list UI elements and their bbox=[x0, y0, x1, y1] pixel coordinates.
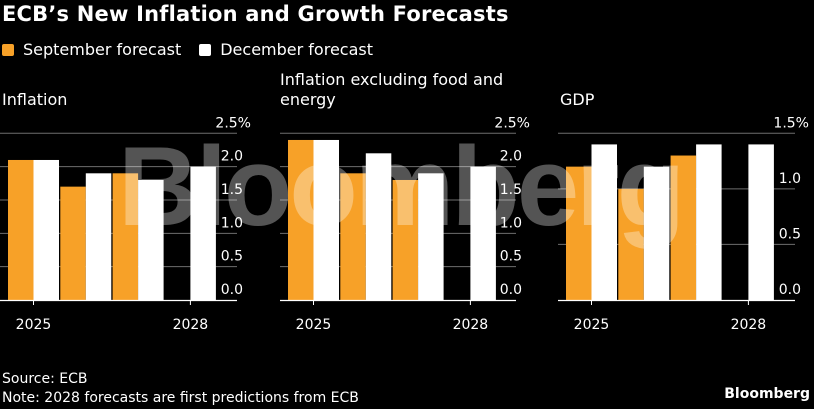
y-tick-label: 0.0 bbox=[500, 282, 522, 298]
x-tick-label: 2028 bbox=[173, 317, 209, 333]
y-tick-label: 2.0 bbox=[500, 149, 522, 165]
y-tick-label: 1.0 bbox=[221, 215, 243, 231]
legend-swatch-september bbox=[2, 43, 14, 56]
y-tick-label: 1.0 bbox=[779, 171, 801, 187]
bar-september-2027 bbox=[112, 173, 139, 300]
panel-title-gdp: GDP bbox=[560, 90, 595, 109]
bar-december-2025 bbox=[591, 144, 617, 300]
bar-december-2027 bbox=[138, 179, 164, 300]
x-tick-label: 2025 bbox=[16, 317, 52, 333]
x-tick-label: 2028 bbox=[731, 317, 767, 333]
y-tick-label: 0.5 bbox=[500, 249, 522, 265]
y-tick-label: 2.5% bbox=[215, 115, 251, 131]
bar-december-2027 bbox=[418, 173, 444, 300]
footnote: Note: 2028 forecasts are first predictio… bbox=[2, 390, 359, 406]
legend-label-december: December forecast bbox=[220, 40, 373, 59]
bar-december-2028 bbox=[748, 144, 774, 300]
legend-label-september: September forecast bbox=[23, 40, 182, 59]
bar-september-2025 bbox=[566, 166, 592, 300]
bloomberg-logo: Bloomberg bbox=[724, 386, 810, 402]
y-tick-label: 0.0 bbox=[221, 282, 243, 298]
y-tick-label: 1.5 bbox=[500, 182, 522, 198]
y-tick-label: 2.5% bbox=[494, 115, 530, 131]
bar-september-2027 bbox=[392, 179, 419, 300]
legend-swatch-december bbox=[199, 43, 212, 56]
legend-item-september: September forecast bbox=[2, 40, 181, 59]
footer: Source: ECB Note: 2028 forecasts are fir… bbox=[2, 370, 359, 408]
bar-december-2028 bbox=[190, 166, 216, 300]
bar-september-2025 bbox=[8, 159, 34, 300]
panel-title-core-inflation: Inflation excluding food and energy bbox=[280, 70, 504, 109]
y-tick-label: 0.5 bbox=[221, 249, 243, 265]
bar-december-2028 bbox=[470, 166, 496, 300]
y-tick-label: 0.0 bbox=[779, 282, 801, 298]
y-tick-label: 2.0 bbox=[221, 149, 243, 165]
chart-title: ECB’s New Inflation and Growth Forecasts bbox=[2, 2, 509, 26]
bar-september-2026 bbox=[340, 173, 366, 300]
bar-december-2027 bbox=[696, 144, 722, 300]
y-tick-label: 1.0 bbox=[500, 215, 522, 231]
bar-december-2026 bbox=[643, 166, 670, 300]
bar-september-2025 bbox=[288, 139, 314, 300]
bar-september-2027 bbox=[670, 155, 697, 300]
x-tick-label: 2025 bbox=[296, 317, 332, 333]
y-tick-label: 1.5 bbox=[221, 182, 243, 198]
bar-december-2026 bbox=[85, 173, 112, 300]
x-tick-label: 2028 bbox=[453, 317, 489, 333]
y-tick-label: 0.5 bbox=[779, 226, 801, 242]
bar-december-2025 bbox=[33, 159, 59, 300]
source-note: Source: ECB bbox=[2, 371, 88, 387]
legend-item-december: December forecast bbox=[199, 40, 373, 59]
x-tick-label: 2025 bbox=[574, 317, 610, 333]
y-tick-label: 1.5% bbox=[773, 115, 809, 131]
bar-september-2026 bbox=[618, 188, 644, 300]
bar-december-2025 bbox=[313, 139, 339, 300]
bar-september-2026 bbox=[60, 186, 86, 300]
panel-title-inflation: Inflation bbox=[2, 90, 68, 109]
legend: September forecast December forecast bbox=[2, 40, 391, 59]
bar-december-2026 bbox=[365, 153, 392, 300]
